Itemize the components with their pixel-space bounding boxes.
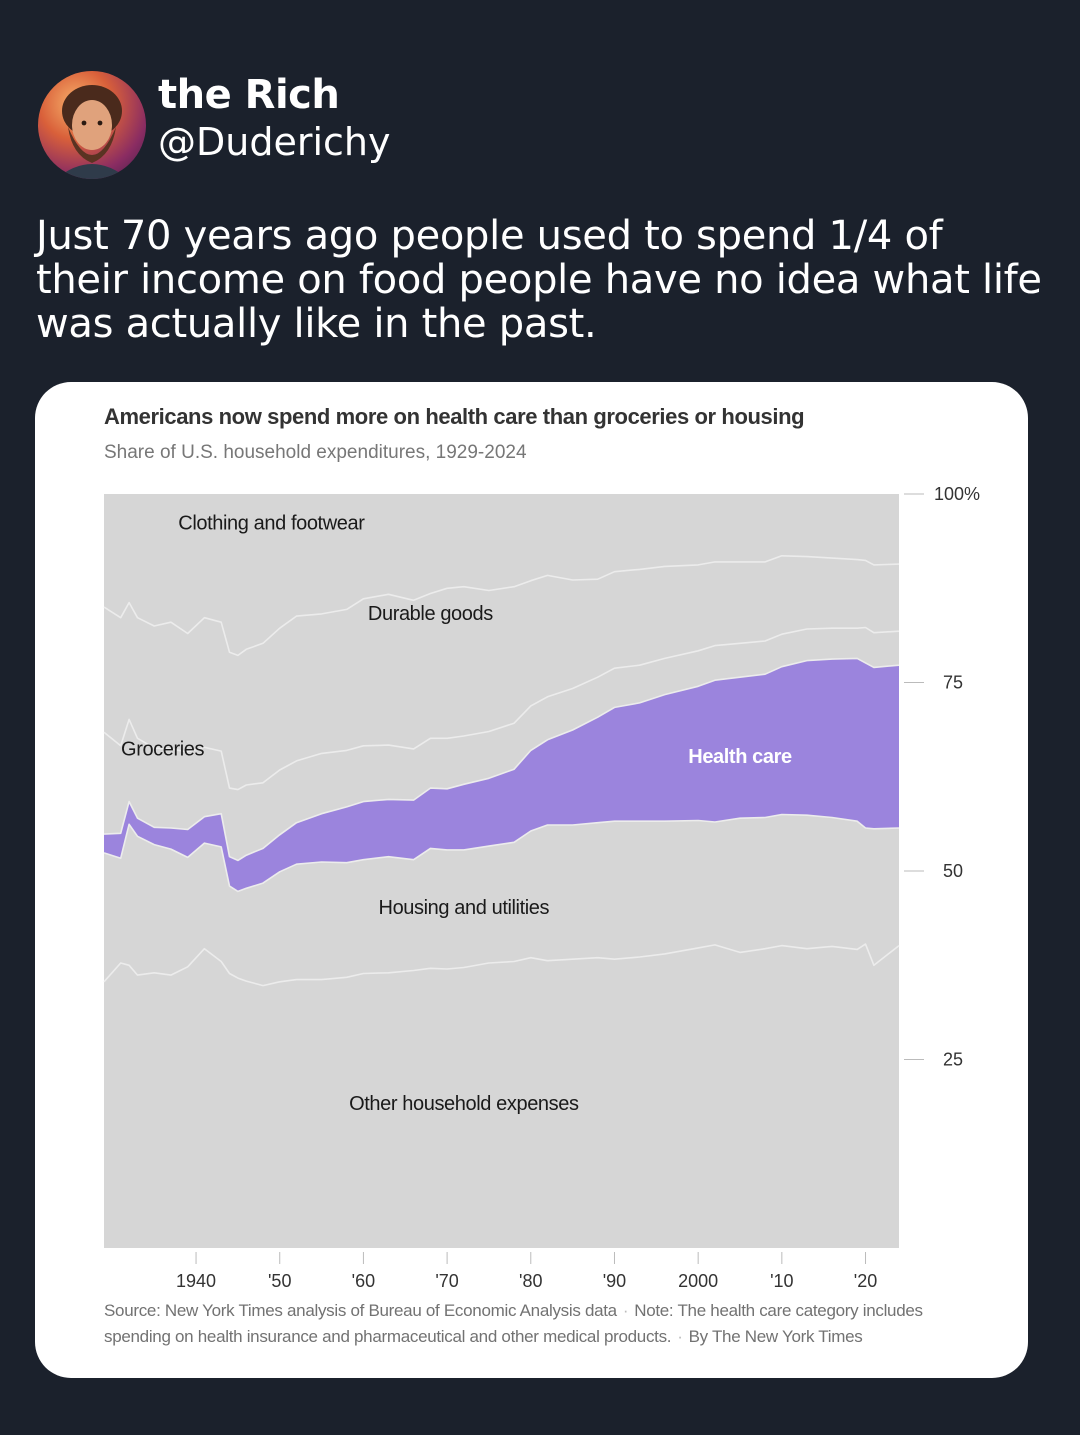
- y-tick-label: 100%: [934, 484, 980, 504]
- x-tick-label: '20: [854, 1271, 877, 1291]
- source-text: Source: New York Times analysis of Burea…: [104, 1301, 617, 1320]
- separator-dot: ·: [622, 1301, 629, 1320]
- series-label-housing-and-utilities: Housing and utilities: [379, 897, 550, 919]
- series-label-health-care: Health care: [688, 746, 792, 768]
- series-label-clothing-and-footwear: Clothing and footwear: [178, 512, 365, 534]
- health-care-area: [104, 658, 899, 892]
- y-tick-label: 75: [943, 673, 963, 693]
- separator-dot: ·: [677, 1327, 683, 1346]
- stacked-area-chart: Other household expenses Housing and util…: [103, 484, 980, 1291]
- x-tick-label: '70: [435, 1271, 458, 1291]
- x-tick-label: 2000: [678, 1271, 718, 1291]
- y-tick-label: 50: [943, 861, 963, 881]
- chart-subtitle: Share of U.S. household expenditures, 19…: [104, 442, 527, 463]
- series-boundary-line: [103, 626, 900, 791]
- tweet-text: Just 70 years ago people used to spend 1…: [36, 213, 1042, 347]
- avatar-portrait-icon: [56, 85, 128, 179]
- x-tick-label: '10: [770, 1271, 793, 1291]
- series-label-groceries: Groceries: [121, 739, 204, 761]
- series-label-durable-goods: Durable goods: [368, 603, 493, 625]
- x-tick-label: '80: [519, 1271, 542, 1291]
- chart-source-note: Source: New York Times analysis of Burea…: [104, 1298, 984, 1350]
- x-tick-label: 1940: [176, 1271, 216, 1291]
- chart-card: Americans now spend more on health care …: [35, 382, 1028, 1378]
- series-label-other-household-expenses: Other household expenses: [349, 1093, 579, 1115]
- series-boundary-line: [103, 943, 900, 987]
- x-tick-label: '50: [268, 1271, 291, 1291]
- note-text: Note: The health care category includes …: [104, 1301, 923, 1346]
- series-boundary-line: [103, 555, 900, 657]
- credit-text: By The New York Times: [688, 1327, 863, 1346]
- x-tick-label: '90: [603, 1271, 626, 1291]
- chart-title: Americans now spend more on health care …: [104, 404, 805, 429]
- y-tick-label: 25: [943, 1050, 963, 1070]
- series-boundary-line: [103, 657, 900, 862]
- author-handle[interactable]: @Duderichy: [158, 120, 391, 164]
- author-name[interactable]: the Rich: [158, 72, 340, 118]
- series-boundary-line: [103, 813, 900, 893]
- avatar[interactable]: [38, 71, 146, 179]
- plot-area: [104, 494, 899, 1248]
- x-tick-label: '60: [352, 1271, 375, 1291]
